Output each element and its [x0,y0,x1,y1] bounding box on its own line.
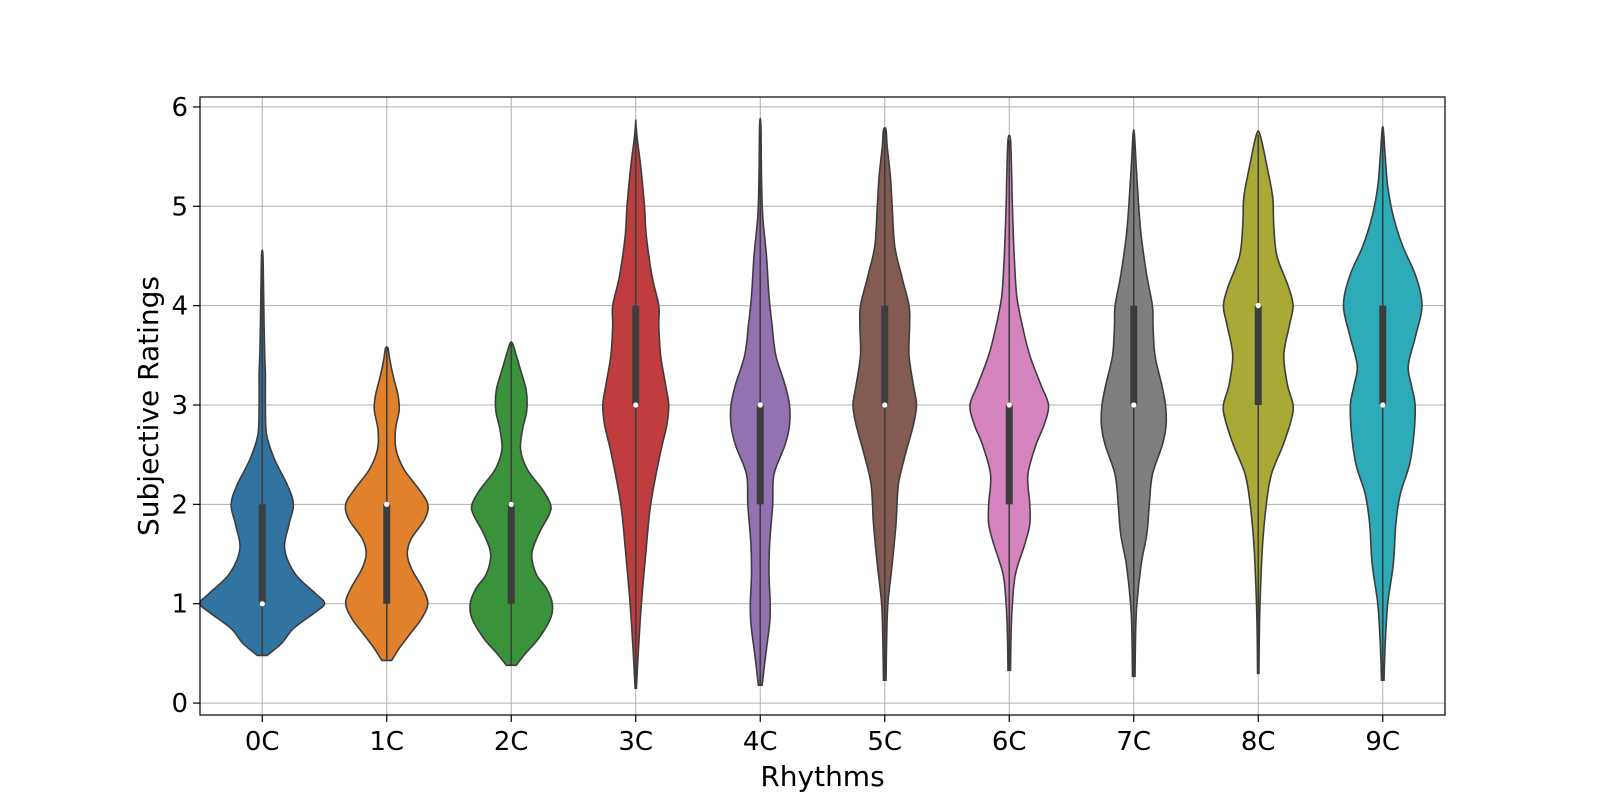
iqr-box [1254,305,1262,406]
x-tick-label: 8C [1241,727,1276,757]
iqr-box [1379,305,1387,406]
y-tick-label: 3 [171,391,188,421]
x-tick-label: 1C [369,727,404,757]
iqr-box [632,305,640,406]
x-tick-label: 7C [1116,727,1151,757]
axis-ticks: 0 1 2 3 4 5 6 0C 1C 2C 3C 4C 5C 6C 7C 8C 9C [171,93,1400,757]
iqr-box [881,305,889,406]
iqr-box [258,504,266,604]
y-tick-label: 4 [171,292,188,322]
x-tick-label: 9C [1365,727,1400,757]
y-tick-label: 0 [171,689,188,719]
y-axis-title: Subjective Ratings [132,276,165,536]
x-tick-label: 0C [245,727,280,757]
median-marker [1380,402,1386,408]
iqr-box [383,504,391,604]
median-marker [1131,402,1137,408]
x-tick-label: 4C [743,727,778,757]
iqr-box [1130,305,1138,406]
y-tick-label: 6 [171,93,188,123]
x-tick-label: 3C [618,727,653,757]
x-tick-label: 6C [992,727,1027,757]
y-tick-label: 1 [171,590,188,620]
plot-frame [199,96,1446,716]
x-axis-title: Rhythms [760,760,884,793]
y-tick-label: 2 [171,490,188,520]
median-marker [384,501,390,507]
median-marker [1255,303,1261,309]
y-tick-label: 5 [171,192,188,222]
x-tick-label: 5C [867,727,902,757]
iqr-box [507,504,515,604]
median-marker [508,501,514,507]
iqr-box [1005,405,1013,505]
iqr-box [756,405,764,505]
median-marker [1006,402,1012,408]
x-tick-label: 2C [494,727,529,757]
median-marker [757,402,763,408]
median-marker [882,402,888,408]
violin-series [199,117,1423,689]
median-marker [259,601,265,607]
median-marker [633,402,639,408]
